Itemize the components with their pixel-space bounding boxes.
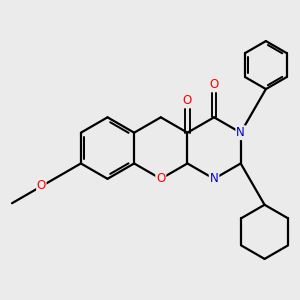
Text: N: N [236, 126, 245, 139]
Text: O: O [183, 94, 192, 106]
Text: O: O [156, 172, 165, 185]
Text: O: O [209, 78, 219, 91]
Text: N: N [210, 172, 218, 185]
Text: O: O [37, 179, 46, 192]
